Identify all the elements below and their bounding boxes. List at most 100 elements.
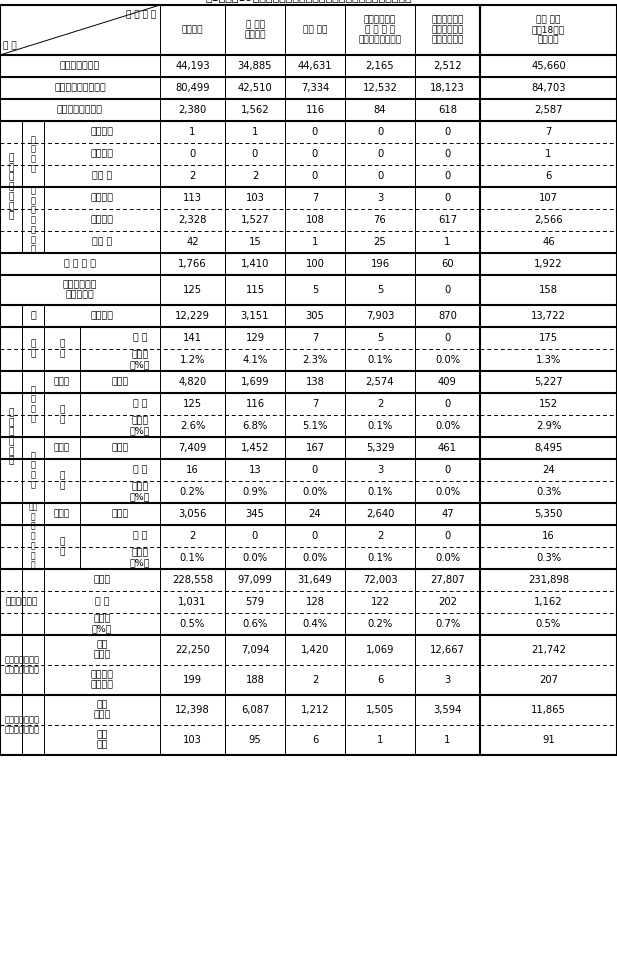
Text: 1,505: 1,505 (366, 705, 394, 715)
Text: 1,527: 1,527 (241, 215, 269, 225)
Text: 化
学
検
査: 化 学 検 査 (30, 451, 36, 489)
Text: 検体数: 検体数 (112, 510, 128, 519)
Text: 1,452: 1,452 (241, 443, 269, 453)
Text: 16: 16 (186, 465, 199, 475)
Text: 409: 409 (438, 377, 457, 387)
Text: 228,558: 228,558 (172, 575, 213, 585)
Text: 0: 0 (377, 149, 383, 159)
Text: 0: 0 (444, 465, 450, 475)
Text: 表1　平成19年度　食品衛生歳末一斉監視事業実施状況（総括表）: 表1 平成19年度 食品衛生歳末一斉監視事業実施状況（総括表） (205, 0, 412, 2)
Text: 0.1%: 0.1% (180, 553, 205, 563)
Text: 1,069: 1,069 (366, 645, 394, 655)
Text: 42,510: 42,510 (238, 83, 272, 93)
Text: 5,350: 5,350 (534, 509, 563, 519)
Text: 不 良: 不 良 (133, 399, 147, 409)
Text: 都保 健所: 都保 健所 (303, 26, 327, 34)
Text: 34,885: 34,885 (238, 61, 272, 71)
Text: 115: 115 (246, 285, 265, 295)
Text: 2,328: 2,328 (178, 215, 207, 225)
Text: 16: 16 (542, 531, 555, 541)
Text: 12,398: 12,398 (175, 705, 210, 715)
Text: 1: 1 (312, 237, 318, 247)
Text: 3: 3 (444, 675, 450, 685)
Text: 不良率
（%）: 不良率 （%） (130, 350, 151, 370)
Text: 0: 0 (444, 531, 450, 541)
Text: 7: 7 (545, 127, 552, 137)
Text: 表示検査結果: 表示検査結果 (6, 598, 38, 606)
Text: 0: 0 (444, 399, 450, 409)
Text: 営業停止: 営業停止 (91, 128, 114, 137)
Text: 2: 2 (252, 171, 258, 181)
Text: 579: 579 (246, 597, 265, 607)
Text: 103: 103 (246, 193, 265, 203)
Text: 24: 24 (542, 465, 555, 475)
Text: 特 別区
八王子市: 特 別区 八王子市 (244, 20, 266, 39)
Text: 2,380: 2,380 (178, 105, 207, 115)
Text: （参 考）
平成18年度
全　　都: （参 考） 平成18年度 全 都 (532, 15, 565, 45)
Text: 103: 103 (183, 735, 202, 745)
Text: 0.3%: 0.3% (536, 553, 561, 563)
Text: 152: 152 (539, 399, 558, 409)
Text: 実 施 機 関: 実 施 機 関 (126, 11, 156, 19)
Text: 6: 6 (312, 735, 318, 745)
Text: 618: 618 (438, 105, 457, 115)
Text: 口頭注意: 口頭注意 (91, 216, 114, 224)
Text: 0: 0 (444, 333, 450, 343)
Text: 0: 0 (444, 149, 450, 159)
Text: 不良のあった
軒　　　数: 不良のあった 軒 数 (63, 281, 97, 300)
Text: 2: 2 (377, 531, 383, 541)
Text: 196: 196 (370, 259, 389, 269)
Text: 違反
軒数: 違反 軒数 (96, 731, 108, 750)
Text: 128: 128 (305, 597, 325, 607)
Text: 11,865: 11,865 (531, 705, 566, 715)
Text: 判
定: 判 定 (59, 472, 65, 490)
Text: 129: 129 (246, 333, 265, 343)
Text: 5: 5 (377, 285, 383, 295)
Text: 95: 95 (249, 735, 262, 745)
Text: 全　　都: 全 都 (182, 26, 203, 34)
Text: 0.1%: 0.1% (367, 553, 392, 563)
Text: 0.0%: 0.0% (302, 487, 328, 497)
Text: 収 去 軒 数: 収 去 軒 数 (64, 260, 96, 268)
Text: 1,766: 1,766 (178, 259, 207, 269)
Text: 72,003: 72,003 (363, 575, 397, 585)
Text: 検体数: 検体数 (54, 510, 70, 519)
Text: 1: 1 (545, 149, 552, 159)
Text: 3,594: 3,594 (433, 705, 462, 715)
Text: 2,574: 2,574 (366, 377, 394, 387)
Text: 立　入　軒　数: 立 入 軒 数 (60, 61, 100, 71)
Text: 検体数: 検体数 (112, 377, 128, 387)
Text: 不 良: 不 良 (133, 333, 147, 343)
Text: 判
定: 判 定 (59, 406, 65, 424)
Text: 12,667: 12,667 (430, 645, 465, 655)
Text: 0.5%: 0.5% (536, 619, 561, 629)
Text: 細
菌
検
査: 細 菌 検 査 (30, 385, 36, 423)
Text: 0: 0 (312, 127, 318, 137)
Text: 3,151: 3,151 (241, 311, 269, 321)
Text: 2,512: 2,512 (433, 61, 462, 71)
Text: 0: 0 (444, 285, 450, 295)
Text: 7,334: 7,334 (301, 83, 329, 93)
Text: 45,660: 45,660 (531, 61, 566, 71)
Text: 7: 7 (312, 333, 318, 343)
Text: 5: 5 (312, 285, 318, 295)
Text: 不良率
（%）: 不良率 （%） (130, 482, 151, 501)
Text: 1: 1 (252, 127, 258, 137)
Text: 処
分
以
外
の
措
置: 処 分 以 外 の 措 置 (30, 186, 36, 254)
Text: 199: 199 (183, 675, 202, 685)
Text: 判
定: 判 定 (59, 340, 65, 358)
Text: 2,640: 2,640 (366, 509, 394, 519)
Text: 97,099: 97,099 (238, 575, 273, 585)
Text: 0: 0 (377, 127, 383, 137)
Text: 2.6%: 2.6% (180, 421, 205, 431)
Text: 47: 47 (441, 509, 454, 519)
Text: 不 良: 不 良 (95, 598, 109, 606)
Text: 25: 25 (374, 237, 386, 247)
Text: 18,123: 18,123 (430, 83, 465, 93)
Text: 健康安全研究
セ ン タ ー
（広域監視部門）: 健康安全研究 セ ン タ ー （広域監視部門） (358, 15, 402, 45)
Text: 231,898: 231,898 (528, 575, 569, 585)
Text: 0: 0 (444, 193, 450, 203)
Text: 3: 3 (377, 193, 383, 203)
Text: 158: 158 (539, 285, 558, 295)
Text: 0.1%: 0.1% (367, 355, 392, 365)
